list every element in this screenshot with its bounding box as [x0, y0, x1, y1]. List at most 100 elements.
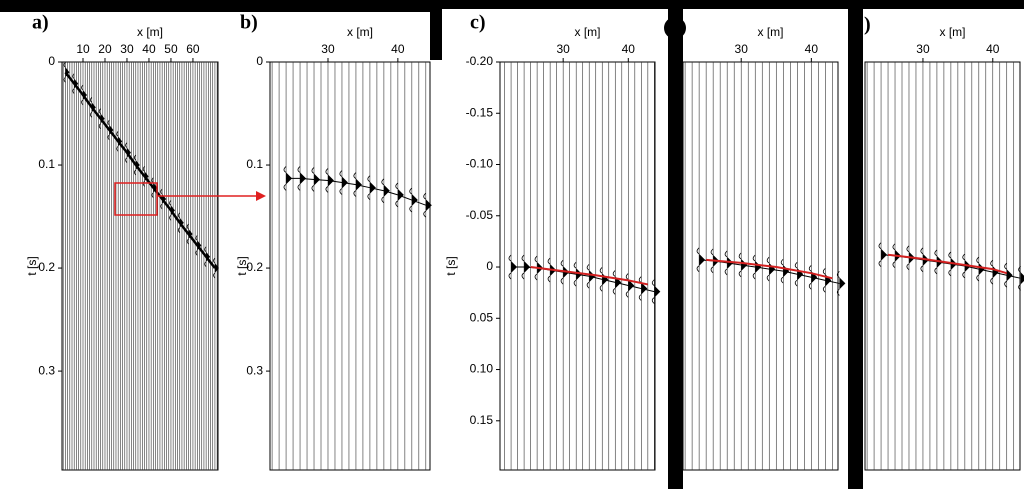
- y-axis-label: t [s]: [235, 256, 249, 275]
- wavelet-trough: [766, 256, 770, 282]
- black-band: [668, 0, 683, 489]
- black-band: [430, 0, 442, 60]
- wavelet: [628, 279, 635, 292]
- wavelet-trough: [1004, 262, 1007, 288]
- wavelet: [397, 188, 404, 201]
- x-tick-label: 40: [391, 42, 405, 56]
- wavelet-trough: [906, 245, 910, 271]
- wavelet-trough: [521, 254, 525, 280]
- wavelet-trough: [116, 131, 119, 152]
- panel-label: ): [864, 14, 871, 36]
- wavelet-trough: [710, 248, 714, 274]
- wavelet-trough: [283, 166, 287, 191]
- wavelet-trough: [177, 212, 181, 233]
- wavelet: [214, 263, 219, 274]
- x-tick-label: 40: [805, 42, 819, 56]
- y-tick-label: -0.05: [466, 208, 494, 222]
- wavelet-trough: [339, 170, 343, 195]
- panel-label: b): [240, 12, 258, 34]
- wavelet-trough: [836, 271, 840, 296]
- black-band: [0, 0, 437, 12]
- wavelet-trough: [780, 258, 784, 284]
- wavelet-trough: [752, 254, 756, 280]
- plot-frame: [499, 61, 656, 471]
- zoom-arrow-head: [256, 191, 266, 201]
- black-band: [848, 0, 863, 489]
- wavelet-trough: [169, 200, 172, 221]
- wavelet-trough: [508, 254, 512, 280]
- panel-label: a): [32, 12, 49, 34]
- pick-line: [706, 258, 833, 280]
- y-tick-label: 0.3: [246, 363, 263, 377]
- plot-frame: [269, 61, 431, 471]
- pick-line: [530, 266, 649, 286]
- wavelet-trough: [81, 84, 84, 106]
- wavelet: [654, 285, 661, 298]
- x-axis-label: x [m]: [758, 25, 784, 39]
- x-tick-label: 30: [120, 42, 134, 56]
- wavelet-trough: [195, 235, 198, 256]
- wavelet-trough: [808, 264, 812, 290]
- wavelet-trough: [186, 223, 189, 245]
- pick-line: [887, 253, 1008, 275]
- wavelet-trough: [1018, 265, 1021, 291]
- x-tick-label: 10: [76, 42, 90, 56]
- y-tick-label: -0.20: [466, 54, 494, 68]
- wavelet: [425, 199, 432, 212]
- y-tick-label: 0: [48, 54, 55, 68]
- wavelet-trough: [98, 108, 101, 129]
- wavelet-trough: [990, 259, 994, 285]
- wavelet: [1020, 272, 1024, 285]
- wavelet: [383, 184, 390, 197]
- wavelet-trough: [311, 167, 315, 192]
- wavelet-trough: [586, 263, 590, 289]
- y-axis-label: t [s]: [25, 256, 39, 275]
- x-axis-label: x [m]: [137, 25, 163, 39]
- wavelet-trough: [107, 119, 110, 141]
- wavelet-trough: [738, 252, 742, 278]
- x-tick-label: 50: [164, 42, 178, 56]
- event-line: [64, 71, 216, 269]
- label-blot: [664, 17, 686, 39]
- wavelet: [411, 194, 418, 207]
- wavelet-trough: [612, 270, 616, 295]
- plot-frame: [864, 61, 1021, 471]
- wavelet-trough: [353, 172, 357, 197]
- wavelet-trough: [325, 168, 329, 193]
- y-tick-label: -0.15: [466, 105, 494, 119]
- wavelet-trough: [547, 257, 551, 283]
- wavelet-trough: [625, 273, 629, 298]
- x-tick-label: 30: [916, 42, 930, 56]
- y-tick-label: 0: [256, 54, 263, 68]
- wavelet: [369, 181, 376, 194]
- wavelet-trough: [534, 255, 538, 281]
- y-tick-label: 0.1: [38, 157, 55, 171]
- wavelet: [355, 178, 362, 191]
- wavelet-trough: [213, 257, 216, 279]
- x-tick-label: 20: [98, 42, 112, 56]
- x-axis-label: x [m]: [940, 25, 966, 39]
- x-tick-label: 30: [556, 42, 570, 56]
- y-tick-label: 0: [486, 259, 493, 273]
- x-axis-label: x [m]: [575, 25, 601, 39]
- wavelet-trough: [395, 182, 399, 208]
- wavelet-trough: [822, 268, 826, 293]
- y-tick-label: 0.2: [246, 260, 263, 274]
- y-axis-label: t [s]: [444, 256, 458, 275]
- wavelet-trough: [89, 97, 93, 118]
- x-tick-label: 40: [986, 42, 1000, 56]
- y-tick-label: 0.15: [470, 413, 494, 427]
- wavelet-trough: [381, 178, 385, 204]
- wavelet-trough: [599, 267, 603, 292]
- wavelet-trough: [651, 279, 655, 304]
- wavelet-trough: [367, 175, 371, 201]
- wavelet-trough: [794, 261, 798, 287]
- wavelet: [589, 270, 596, 283]
- wavelet-trough: [976, 256, 980, 282]
- wavelet: [978, 263, 985, 276]
- event-line: [286, 177, 426, 206]
- x-tick-label: 30: [735, 42, 749, 56]
- wavelet-trough: [962, 253, 966, 279]
- wavelet-trough: [72, 73, 75, 94]
